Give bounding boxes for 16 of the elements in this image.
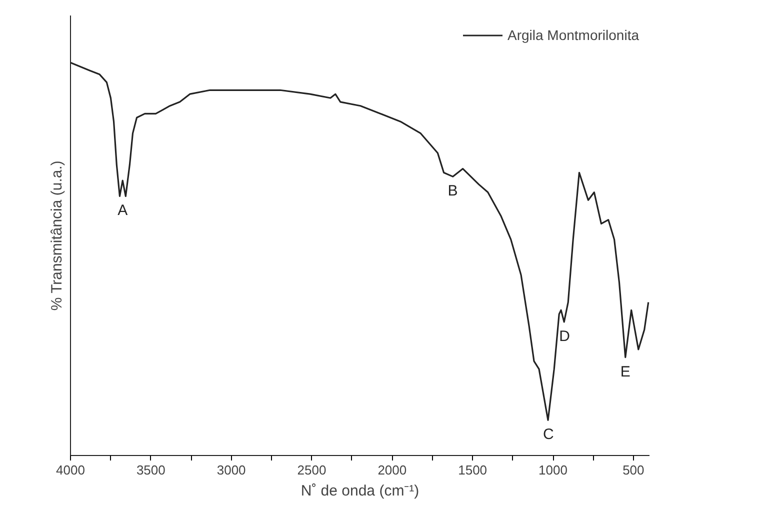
- x-tick-label: 2000: [378, 462, 407, 478]
- x-tick-label: 2500: [297, 462, 326, 478]
- annotation: E: [620, 363, 630, 380]
- x-tick-label: 1500: [458, 462, 488, 478]
- x-tick-label: 4000: [56, 462, 85, 478]
- x-tick-label: 500: [622, 462, 644, 478]
- legend-label: Argila Montmorilonita: [508, 27, 639, 43]
- annotation: C: [543, 426, 554, 444]
- x-axis-title: N˚ de onda (cm⁻¹): [300, 482, 420, 500]
- y-axis-title: % Transmitância (u.a.): [48, 160, 66, 311]
- annotation: B: [448, 182, 458, 200]
- annotation: D: [559, 328, 570, 345]
- x-tick-label: 3000: [216, 462, 246, 478]
- x-tick-label: 3500: [136, 462, 166, 478]
- x-tick-label: 1000: [538, 462, 568, 478]
- annotation: A: [118, 202, 128, 220]
